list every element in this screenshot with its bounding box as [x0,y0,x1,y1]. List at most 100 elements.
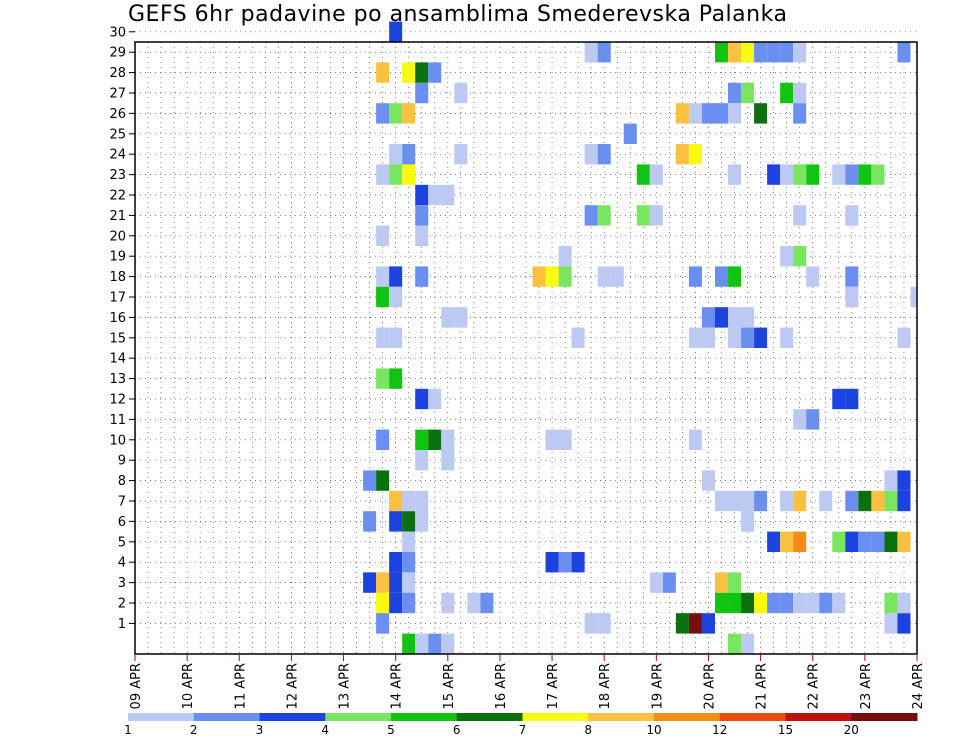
precip-cell [728,572,742,593]
legend-swatch [785,713,852,721]
precip-cell [780,592,794,614]
precip-cell [897,470,911,491]
precip-cell [441,184,455,206]
precip-cell [858,490,872,512]
precip-cell [402,62,416,83]
precip-cell [688,266,702,287]
y-tick-label: 4 [118,556,126,571]
precip-cell [402,633,416,654]
y-tick-label: 9 [118,454,126,469]
precip-cell [884,592,898,614]
precip-cell [402,511,416,532]
precip-cell [780,42,794,63]
precip-cell [558,246,572,267]
x-tick-label: 11 APR [233,663,248,709]
legend-label: 10 [646,723,661,737]
precip-cell [454,307,468,328]
precip-cell [584,205,598,226]
precip-cell [741,327,755,348]
precip-cell [376,429,390,450]
precip-cell [376,266,390,287]
legend-label: 1 [124,723,132,737]
precip-cell [754,42,768,63]
precip-cell [571,552,585,573]
precip-cell [597,266,611,287]
precip-cell [754,592,768,614]
precip-cell [897,592,911,614]
precip-cell [780,490,794,512]
precip-cell [389,327,403,348]
precip-cell [675,613,689,634]
y-tick-label: 26 [109,107,126,122]
precip-cell [780,327,794,348]
precip-cell [858,531,872,552]
precip-cell [376,225,390,246]
precip-cell [402,144,416,165]
precip-cell [819,490,833,512]
precip-cell [767,592,781,614]
y-tick-label: 25 [109,127,126,142]
precip-cell [363,470,377,491]
precip-cell [597,205,611,226]
precip-cell [728,307,742,328]
x-tick-label: 12 APR [285,663,300,709]
precip-cell [532,266,546,287]
precip-cell [793,103,807,124]
precip-cell [793,592,807,614]
precip-cell [584,613,598,634]
legend-label: 8 [584,723,592,737]
precip-cell [871,531,885,552]
precip-cell [741,490,755,512]
precip-cell [871,490,885,512]
precip-cell [793,42,807,63]
precip-cell [649,164,663,185]
precip-cell [389,552,403,573]
y-tick-label: 14 [109,352,126,367]
legend: 1 2 3 4 5 6 7 8 10 12 15 20 [124,713,918,737]
precip-cell [714,572,729,593]
precip-cell [558,266,572,287]
precip-cell [675,144,689,165]
x-tick-label: 24 APR [911,663,926,709]
y-tick-label: 27 [109,87,126,102]
precip-cell [402,572,416,593]
legend-swatch [456,713,523,721]
precip-cell [728,82,742,104]
precip-cell [415,490,429,512]
precip-cell [402,103,416,124]
precip-cell [558,552,572,573]
precip-cell [701,307,715,328]
legend-label: 6 [453,723,461,737]
precip-cell [363,572,377,593]
precip-cell [415,205,429,226]
precip-cell [871,164,885,185]
precip-cell [402,552,416,573]
precip-cell [728,490,742,512]
precip-cell [714,490,729,512]
precip-cell [441,307,455,328]
precip-cell [597,42,611,63]
precip-cell [741,633,755,654]
precip-cell [701,470,715,491]
x-tick-label: 20 APR [702,663,717,709]
precip-cell [376,103,390,124]
precip-cell [688,327,702,348]
x-tick-label: 21 APR [755,663,770,709]
precip-cell [376,62,390,83]
precip-cell [780,82,794,104]
precip-cell [897,490,911,512]
precip-cell [376,572,390,593]
precip-cell [832,531,846,552]
precip-cell [545,429,559,450]
precip-cell [454,144,468,165]
precip-cell [714,592,729,614]
precip-cell [389,572,403,593]
x-tick-label: 17 APR [546,663,561,709]
y-tick-label: 15 [109,331,126,346]
precip-cell [415,62,429,83]
precip-cell [701,103,715,124]
precip-cell [649,205,663,226]
precip-cell [428,62,442,83]
precip-cell [741,307,755,328]
legend-swatch [719,713,786,721]
